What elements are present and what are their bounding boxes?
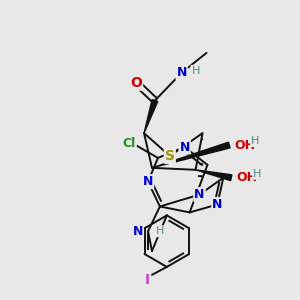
Text: O: O: [130, 76, 142, 90]
Text: N: N: [176, 66, 187, 79]
Polygon shape: [144, 100, 158, 133]
Text: H: H: [251, 136, 260, 146]
Text: N: N: [143, 175, 153, 188]
Text: H: H: [191, 66, 200, 76]
Polygon shape: [152, 142, 230, 168]
Text: H: H: [156, 226, 164, 236]
Text: Cl: Cl: [123, 136, 136, 150]
Text: N: N: [179, 140, 190, 154]
Text: N: N: [212, 198, 223, 211]
Text: S: S: [165, 149, 175, 163]
Text: I: I: [145, 273, 150, 287]
Text: N: N: [133, 225, 143, 238]
Text: OH: OH: [234, 139, 255, 152]
Text: H: H: [253, 169, 261, 179]
Text: OH: OH: [236, 171, 257, 184]
Text: N: N: [194, 188, 205, 201]
Polygon shape: [196, 170, 232, 181]
